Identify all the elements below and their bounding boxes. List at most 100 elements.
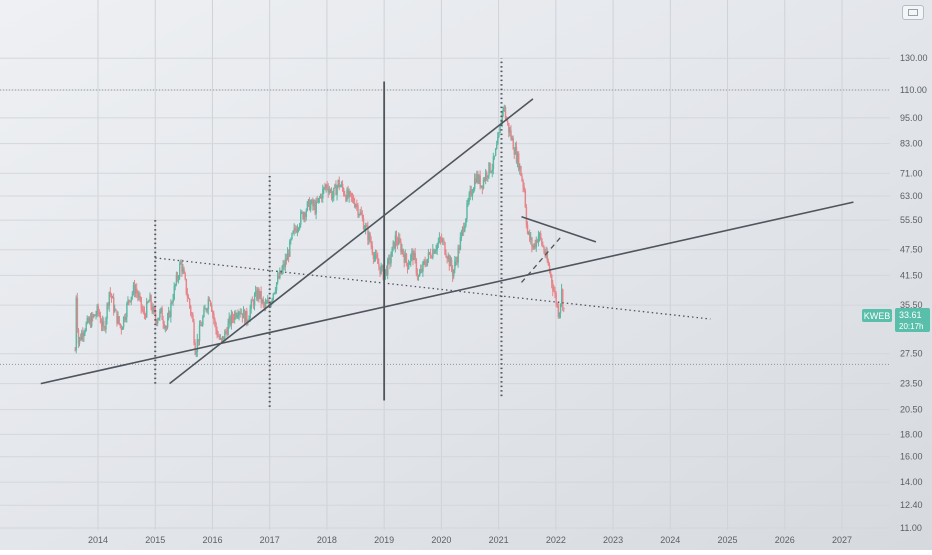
candle-body [78, 337, 81, 344]
candle-body [454, 261, 456, 270]
candle-body [487, 175, 489, 177]
candle-body [357, 205, 359, 215]
candle-body [501, 111, 503, 125]
candle-body [171, 302, 173, 304]
candle-body [470, 189, 473, 196]
y-tick-label: 83.00 [900, 139, 923, 149]
candle-body [543, 246, 545, 253]
candle-body [218, 336, 221, 339]
candle-body [234, 312, 236, 320]
candle-body [514, 146, 517, 155]
candle-body [261, 299, 264, 303]
x-tick-label: 2014 [88, 535, 108, 545]
candle-body [133, 284, 136, 294]
candle-body [335, 184, 337, 196]
time-axis[interactable]: 2014 2015 2016 2017 2018 2019 2020 2021 2022 2023… [88, 535, 852, 545]
price-axis[interactable]: 11.00 12.40 14.00 16.00 18.00 20.50 23.50 27.50… [900, 53, 928, 533]
candle-body [300, 212, 302, 225]
x-tick-label: 2025 [718, 535, 738, 545]
candle-body [548, 265, 551, 272]
candle-body [426, 258, 429, 266]
candle-body [229, 316, 232, 325]
candle-body [321, 195, 323, 199]
candle-body [523, 186, 525, 191]
candle-body [231, 313, 234, 319]
candle-body [75, 297, 78, 351]
candle-body [478, 175, 480, 183]
candle-body [151, 306, 153, 313]
candle-body [224, 331, 226, 340]
candle-body [253, 295, 256, 306]
candle-body [390, 256, 392, 264]
candle-body [562, 289, 564, 308]
candle-body [262, 299, 265, 304]
candle-body [444, 242, 446, 255]
candle-body [556, 303, 558, 305]
candle-body [296, 229, 299, 233]
candle-body [267, 300, 269, 303]
x-tick-label: 2023 [603, 535, 623, 545]
candle-body [427, 252, 430, 259]
candle-body [143, 311, 146, 316]
candle-body [412, 251, 414, 261]
candle-body [84, 330, 86, 333]
candle-body [203, 308, 205, 317]
candle-body [532, 246, 534, 248]
candle-body [250, 300, 253, 309]
candle-body [215, 323, 217, 331]
candle-body [301, 212, 303, 214]
candle-body [205, 308, 207, 311]
candle-body [332, 196, 334, 199]
last-price-label: 33.61 [899, 310, 922, 320]
candle-body [542, 244, 544, 247]
candle-body [537, 235, 540, 243]
fullscreen-button[interactable] [902, 5, 924, 20]
candle-body [85, 323, 87, 331]
candle-body [381, 265, 383, 267]
candle-body [202, 316, 204, 326]
y-tick-label: 14.00 [900, 477, 923, 487]
candle-body [131, 293, 134, 297]
candle-body [340, 184, 343, 187]
candle-body [467, 201, 469, 204]
candle-body [121, 327, 124, 330]
candle-body [449, 259, 452, 267]
candle-body [89, 318, 92, 327]
x-tick-label: 2021 [489, 535, 509, 545]
trend-line [155, 257, 711, 320]
candle-body [512, 137, 514, 150]
trend-line [169, 98, 534, 385]
candle-body [147, 301, 149, 303]
candle-body [466, 203, 468, 219]
candle-body [536, 239, 539, 243]
candle-body [424, 261, 426, 265]
y-tick-label: 23.50 [900, 379, 923, 389]
candle-body [443, 240, 445, 243]
candle-body [491, 168, 494, 172]
candle-body [240, 313, 243, 315]
candle-body [243, 309, 246, 323]
candle-body [274, 290, 277, 293]
candle-body [461, 227, 464, 232]
candle-body [142, 310, 145, 312]
candle-body [465, 218, 467, 227]
x-tick-label: 2027 [832, 535, 852, 545]
candle-body [95, 314, 97, 316]
candle-body [149, 295, 151, 302]
x-tick-label: 2016 [202, 535, 222, 545]
candle-body [395, 235, 398, 242]
candle-body [453, 269, 455, 277]
candle-body [551, 274, 553, 284]
candle-body [497, 136, 499, 145]
candle-body [411, 251, 413, 256]
candle-body [257, 289, 259, 300]
candle-body [361, 214, 364, 219]
candle-body [323, 187, 325, 190]
candle-body [153, 307, 156, 312]
candle-body [166, 318, 169, 328]
candle-body [93, 314, 95, 318]
candle-body [455, 260, 457, 262]
symbol-label: KWEB [864, 311, 891, 321]
